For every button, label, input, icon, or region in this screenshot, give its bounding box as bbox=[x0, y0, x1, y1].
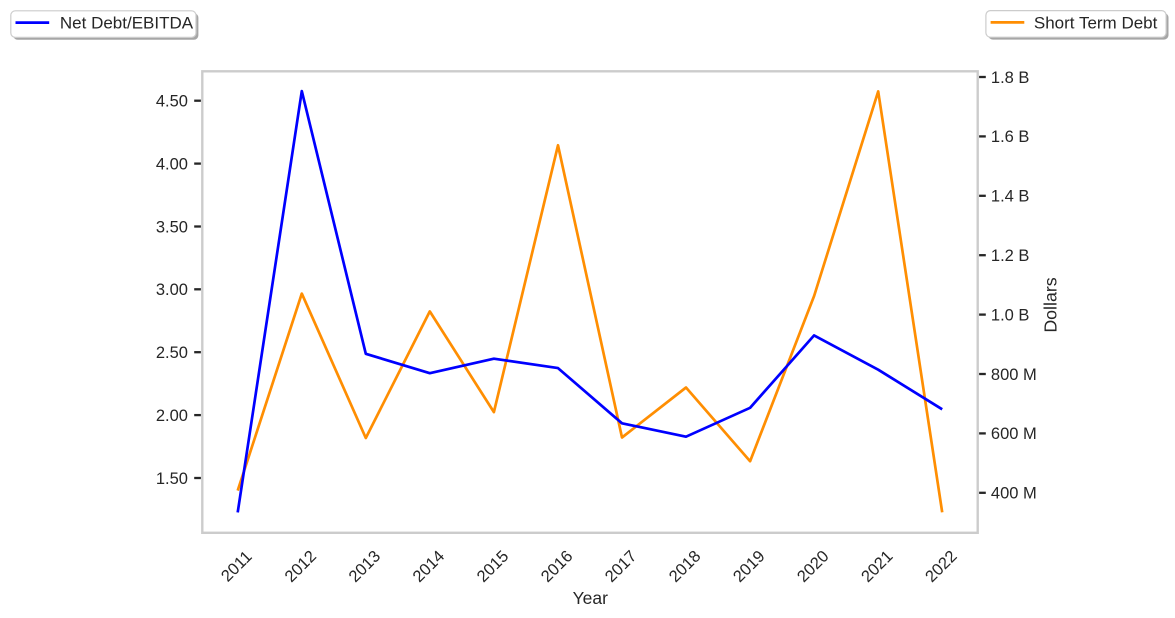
svg-text:1.2 B: 1.2 B bbox=[991, 247, 1030, 265]
svg-text:1.50: 1.50 bbox=[156, 470, 188, 488]
svg-text:Dollars: Dollars bbox=[1041, 277, 1061, 332]
svg-text:400 M: 400 M bbox=[991, 485, 1037, 503]
svg-text:Year: Year bbox=[573, 588, 609, 608]
svg-text:4.50: 4.50 bbox=[156, 93, 188, 111]
svg-text:800 M: 800 M bbox=[991, 366, 1037, 384]
svg-text:600 M: 600 M bbox=[991, 425, 1037, 443]
svg-text:3.00: 3.00 bbox=[156, 281, 188, 299]
svg-text:Net Debt/EBITDA: Net Debt/EBITDA bbox=[60, 14, 194, 33]
svg-text:2.00: 2.00 bbox=[156, 407, 188, 425]
svg-text:1.6 B: 1.6 B bbox=[991, 128, 1030, 146]
svg-text:1.4 B: 1.4 B bbox=[991, 188, 1030, 206]
svg-text:3.50: 3.50 bbox=[156, 218, 188, 236]
svg-text:4.00: 4.00 bbox=[156, 155, 188, 173]
svg-text:2.50: 2.50 bbox=[156, 344, 188, 362]
svg-text:1.8 B: 1.8 B bbox=[991, 69, 1030, 87]
svg-text:1.0 B: 1.0 B bbox=[991, 306, 1030, 324]
svg-text:Short Term Debt: Short Term Debt bbox=[1034, 14, 1158, 33]
